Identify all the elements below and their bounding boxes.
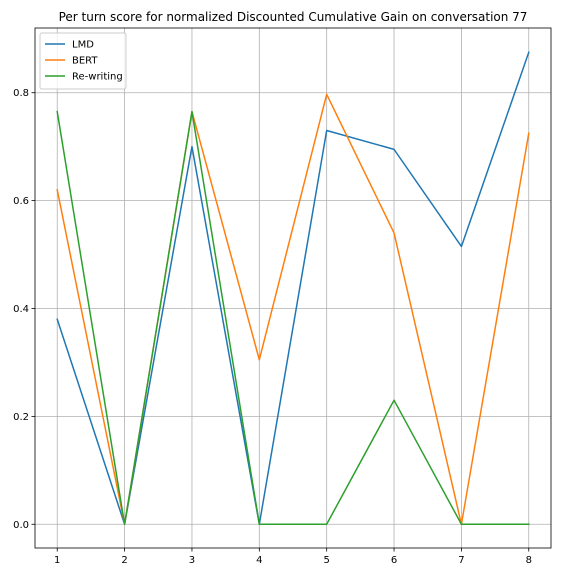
y-axis-ticks: 0.0 0.2 0.4 0.6 0.8: [13, 88, 35, 531]
x-tick-label: 8: [526, 555, 532, 566]
series-line-bert: [56, 93, 530, 526]
legend-box: [39, 32, 127, 90]
x-axis-ticks: 1 2 3 4 5 6 7 8: [54, 548, 532, 566]
series-line-re-writing: [56, 110, 530, 526]
x-tick-label: 4: [256, 555, 262, 566]
y-tick-label: 0.4: [13, 304, 29, 315]
x-tick-label: 2: [121, 555, 127, 566]
x-tick-label: 7: [458, 555, 464, 566]
chart-title: Per turn score for normalized Discounted…: [59, 10, 528, 24]
x-tick-label: 1: [54, 555, 60, 566]
y-tick-label: 0.2: [13, 412, 29, 423]
x-tick-label: 3: [189, 555, 195, 566]
plot-area-frame: [34, 27, 552, 549]
legend-label: BERT: [72, 56, 98, 67]
legend-label: Re-writing: [72, 72, 123, 83]
y-tick-label: 0.6: [13, 196, 29, 207]
x-tick-label: 6: [391, 555, 397, 566]
y-tick-label: 0.0: [13, 520, 29, 531]
x-tick-label: 5: [323, 555, 329, 566]
grid: [35, 28, 551, 548]
series-line-lmd: [56, 51, 530, 526]
y-tick-label: 0.8: [13, 88, 29, 99]
legend-label: LMD: [72, 40, 94, 51]
series-lines: [56, 51, 530, 526]
legend: LMD BERT Re-writing: [39, 32, 127, 90]
